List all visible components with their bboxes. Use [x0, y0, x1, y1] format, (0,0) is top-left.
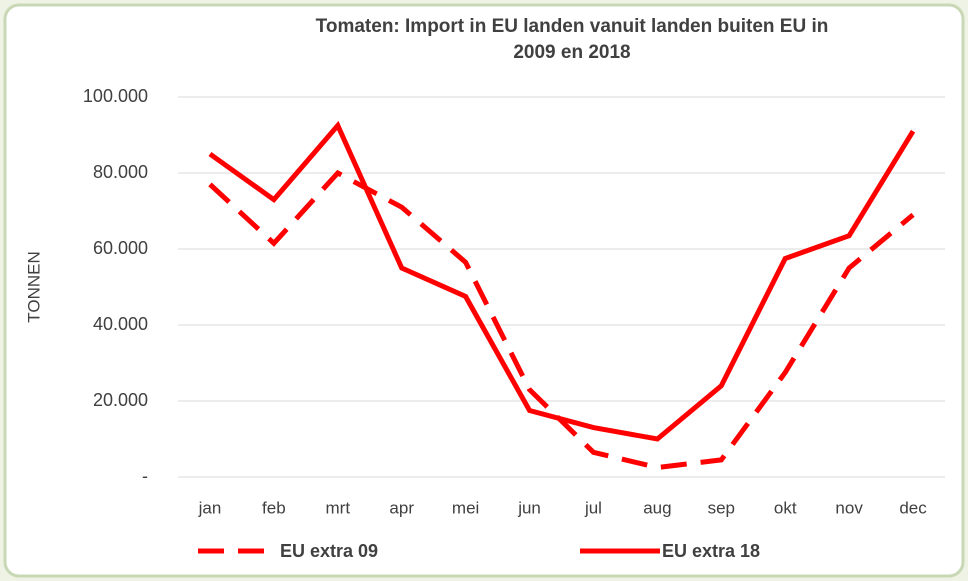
x-tick-label: feb — [262, 498, 286, 517]
x-tick-label: nov — [835, 498, 863, 517]
x-tick-label: jun — [517, 498, 541, 517]
line-series — [208, 120, 916, 442]
y-tick-label: 40.000 — [93, 314, 148, 334]
chart-frame — [3, 3, 965, 578]
y-tick-label: 60.000 — [93, 238, 148, 258]
x-tick-label: apr — [389, 498, 414, 517]
x-tick-label: mrt — [326, 498, 351, 517]
chart-title: Tomaten: Import in EU landen vanuit land… — [316, 16, 829, 63]
x-tick-label: jul — [584, 498, 602, 517]
y-tick-label: - — [142, 466, 148, 486]
x-tick-label: okt — [774, 498, 797, 517]
x-tick-label: jan — [198, 498, 222, 517]
legend-label: EU extra 18 — [662, 541, 760, 561]
y-tick-label: 100.000 — [83, 86, 148, 106]
y-tick-label: 20.000 — [93, 390, 148, 410]
y-tick-label: 80.000 — [93, 162, 148, 182]
y-axis-label: TONNEN — [24, 251, 43, 322]
x-tick-label: dec — [899, 498, 927, 517]
x-tick-label: aug — [643, 498, 671, 517]
x-tick-label: sep — [708, 498, 735, 517]
legend-label: EU extra 09 — [280, 541, 378, 561]
x-tick-label: mei — [452, 498, 479, 517]
